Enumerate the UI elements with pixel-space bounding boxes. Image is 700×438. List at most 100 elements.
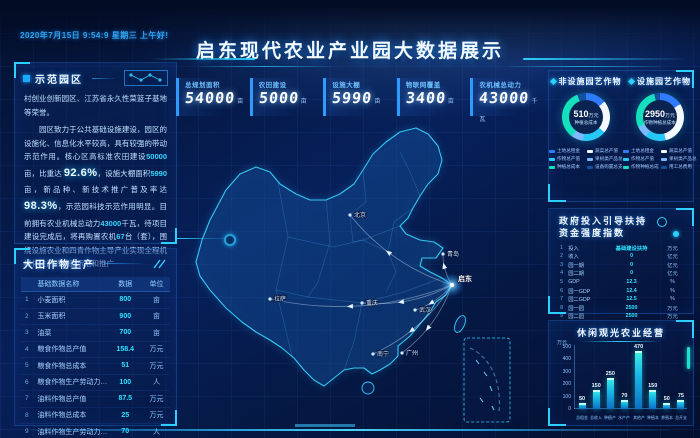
bar-value: 50 <box>663 395 670 402</box>
legend-swatch <box>623 149 629 153</box>
legend-swatch <box>661 157 667 161</box>
facility-title-row: 设施园艺作物 <box>627 76 691 87</box>
china-outline <box>195 127 466 395</box>
bullet-icon <box>23 74 30 82</box>
bar <box>635 350 643 409</box>
legend-label: 种植总成本 <box>557 164 580 169</box>
flight-line <box>269 284 453 307</box>
title-line-left <box>150 58 255 60</box>
y-axis-label: 万元 <box>557 340 568 346</box>
legend-item: 土地总租金 <box>549 148 585 154</box>
leisure-title: 休闲观光农业经营 <box>576 328 665 338</box>
legend-label: 果树类产品总产值 <box>669 156 697 161</box>
stat-unit: 亩 <box>447 99 454 105</box>
city-label: 青岛 <box>447 250 459 258</box>
stat-unit: 亩 <box>237 99 244 105</box>
field-crops-header: 大田作物生产 <box>15 249 176 275</box>
bar-category-label: 总开支 <box>675 415 687 420</box>
origin-label: 启东 <box>458 274 472 283</box>
legend-item: 蔬菜总产值 <box>661 148 697 154</box>
city-marker-dot <box>360 301 364 305</box>
bottom-deco-line <box>30 429 670 431</box>
donut-center-label: 作物种植总成本 <box>644 120 676 126</box>
legend-swatch <box>661 165 667 169</box>
legend-item: 土地总租金 <box>623 148 659 154</box>
stat-value-wrap: 5990亩 <box>331 89 391 108</box>
y-axis-tick: 500 <box>562 344 571 350</box>
diamond-icon <box>627 77 636 86</box>
stat-value-wrap: 43000千瓦 <box>478 89 538 126</box>
leisure-title-underline <box>581 341 661 342</box>
bar-category-label: 水产产 <box>618 415 631 420</box>
scrollbar-thumb[interactable] <box>687 347 690 369</box>
bar <box>578 402 586 409</box>
table-row: 4 粮食作物总产值 158.4 万元 <box>21 342 170 358</box>
government-row: 1 投入 基础建设扶持 万元 <box>560 244 678 252</box>
legend-item: 蔬菜总产值 <box>587 148 623 154</box>
plane-arrow-icon <box>409 326 416 333</box>
table-row: 2 玉米面积 900 亩 <box>21 309 170 325</box>
bar-value: 470 <box>633 343 644 350</box>
bar <box>592 390 600 409</box>
non-facility-donut-chart: 510万元 种植总成本 <box>562 93 610 141</box>
top-band <box>0 0 700 64</box>
stat-value-wrap: 54000亩 <box>184 89 244 108</box>
stat-label: 农机械总动力 <box>479 82 522 89</box>
bar-category-label: 养殖本 <box>660 415 673 420</box>
legend-label: 土地总租金 <box>631 148 654 153</box>
title-subline-left <box>200 66 330 67</box>
legend-swatch <box>587 157 593 161</box>
stat-value: 54000 <box>184 89 237 107</box>
datetime-text: 2020年7月15日 9:54:9 星期三 上午好! <box>20 31 169 40</box>
y-axis-line <box>574 345 575 409</box>
panel-field-crops: 大田作物生产 基础数据名称 数据 单位 1 小麦面积 800 亩 2 玉米面积 900 亩 3 油菜 70… <box>14 248 177 436</box>
slashes-deco-icon <box>153 259 166 268</box>
table-row: 5 粮食作物总成本 51 万元 <box>21 358 170 375</box>
stat-card: 农田建设 5000亩 <box>249 78 318 116</box>
circuit-deco-icon <box>124 70 168 86</box>
field-crops-title: 大田作物生产 <box>23 260 95 271</box>
legend-label: 果树类产品总产值 <box>595 156 623 161</box>
stat-value-wrap: 5000亩 <box>258 89 318 108</box>
government-table: 1 投入 基础建设扶持 万元 2 收入 0 亿元 3 园一期 0 亿元 4 园二期 0 亿元 5 GDP 12.3%… <box>555 243 687 321</box>
facility-donut-chart: 2950万元 作物种植总成本 <box>636 93 684 141</box>
panel-connector-line <box>176 238 228 239</box>
bar-category-label: 总收入 <box>590 415 603 420</box>
stat-unit: 亩 <box>300 99 307 105</box>
legend-item: 设备购置总支出 <box>587 164 623 170</box>
non-facility-title: 非设施园艺作物 <box>558 77 622 86</box>
leisure-bar-chart: 万元 0 100 200 300 400 500 50 总租金 150 总收入 250 种植产 70 水产产… <box>553 340 691 425</box>
circle-outline-icon <box>657 217 667 227</box>
y-axis-tick: 100 <box>562 393 571 400</box>
bar-category-label: 种植本 <box>646 415 659 420</box>
plane-arrow-icon <box>425 324 432 331</box>
bar-value: 70 <box>621 393 628 400</box>
bar-value: 150 <box>648 383 658 390</box>
table-row: 9 油料作物生产劳动力总… 70 人 <box>21 424 170 438</box>
panel-government-fund: 政府投入引导扶持 资金强度指数 1 投入 基础建设扶持 万元 2 收入 0 亿元 3 园一期 0 亿元… <box>548 208 694 320</box>
title-subline-right <box>510 66 660 67</box>
city-marker-dot <box>268 297 272 301</box>
government-title: 政府投入引导扶持 资金强度指数 <box>549 209 693 241</box>
hainan-island <box>361 381 375 395</box>
legend-swatch <box>623 157 629 161</box>
government-row: 5 GDP 12.3% <box>560 278 675 285</box>
demo-park-text: 村创业创新园区、江苏省永久性菜篮子基地等荣誉。 园区致力于公共基础设施建设，园区的… <box>15 90 176 277</box>
legend-swatch <box>587 149 593 153</box>
stat-card: 设施大棚 5990亩 <box>323 78 391 116</box>
government-row: 8 园一园 2500 万元 <box>560 304 678 312</box>
stat-value: 3400 <box>404 89 447 107</box>
bar-value: 75 <box>677 392 684 399</box>
bar <box>649 390 657 409</box>
donut-center: 2950万元 作物种植总成本 <box>643 100 677 134</box>
facility-horticulture: 设施园艺作物 2950万元 作物种植总成本 土地总租金 蔬菜总产值 作物总产值 果树类… <box>623 71 697 201</box>
y-axis-tick: 200 <box>562 381 571 388</box>
bar-category-label: 种植产 <box>604 415 617 420</box>
legend-item: 果树类产品总产值 <box>661 156 697 162</box>
circle-dot-icon <box>673 231 679 237</box>
stat-value: 5990 <box>331 89 374 107</box>
legend-item: 用工总费用 <box>661 164 697 170</box>
bar <box>606 378 614 409</box>
